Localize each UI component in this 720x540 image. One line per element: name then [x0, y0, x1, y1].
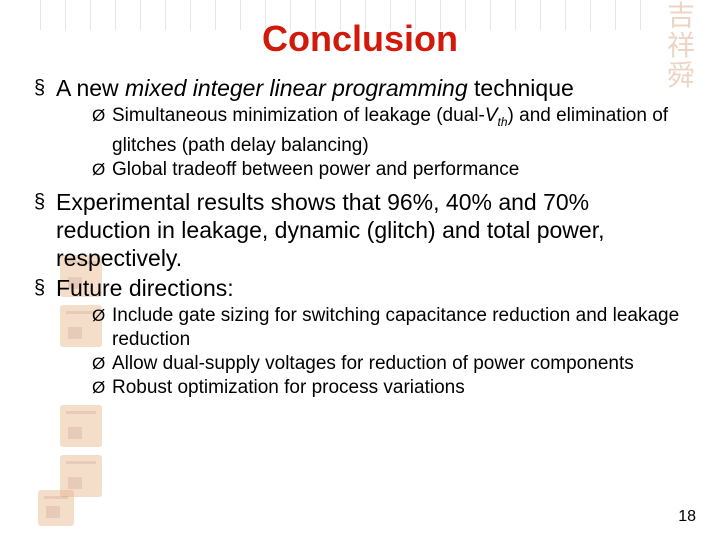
list-item: Ø Simultaneous minimization of leakage (… — [92, 104, 686, 158]
bullet-lvl2: Ø — [92, 352, 112, 376]
bullet-list-lvl1: § A new mixed integer linear programming… — [34, 74, 686, 400]
seal-ornament — [60, 405, 102, 447]
item-text: Experimental results shows that 96%, 40%… — [56, 188, 686, 272]
item-text: Future directions: — [56, 274, 234, 302]
bullet-lvl2: Ø — [92, 304, 112, 352]
slide-body: § A new mixed integer linear programming… — [0, 60, 720, 400]
bullet-list-lvl2: Ø Simultaneous minimization of leakage (… — [92, 104, 686, 182]
list-item: Ø Robust optimization for process variat… — [92, 376, 686, 400]
bullet-lvl2: Ø — [92, 376, 112, 400]
item-text: Simultaneous minimization of leakage (du… — [112, 104, 686, 158]
bullet-lvl1: § — [34, 274, 56, 302]
list-item: § Future directions: — [34, 274, 686, 302]
item-text: Global tradeoff between power and perfor… — [112, 158, 519, 182]
slide-title: Conclusion — [0, 0, 720, 60]
seal-ornament — [38, 490, 74, 526]
item-text: Allow dual-supply voltages for reduction… — [112, 352, 634, 376]
item-text: A new mixed integer linear programming t… — [56, 74, 574, 102]
bullet-lvl2: Ø — [92, 158, 112, 182]
list-item: Ø Allow dual-supply voltages for reducti… — [92, 352, 686, 376]
bullet-list-lvl2: Ø Include gate sizing for switching capa… — [92, 304, 686, 400]
bullet-lvl1: § — [34, 188, 56, 272]
list-item: Ø Global tradeoff between power and perf… — [92, 158, 686, 182]
item-text: Include gate sizing for switching capaci… — [112, 304, 686, 352]
item-text: Robust optimization for process variatio… — [112, 376, 465, 400]
list-item: Ø Include gate sizing for switching capa… — [92, 304, 686, 352]
bullet-lvl1: § — [34, 74, 56, 102]
list-item: § A new mixed integer linear programming… — [34, 74, 686, 102]
bullet-lvl2: Ø — [92, 104, 112, 158]
list-item: § Experimental results shows that 96%, 4… — [34, 188, 686, 272]
page-number: 18 — [678, 508, 696, 526]
